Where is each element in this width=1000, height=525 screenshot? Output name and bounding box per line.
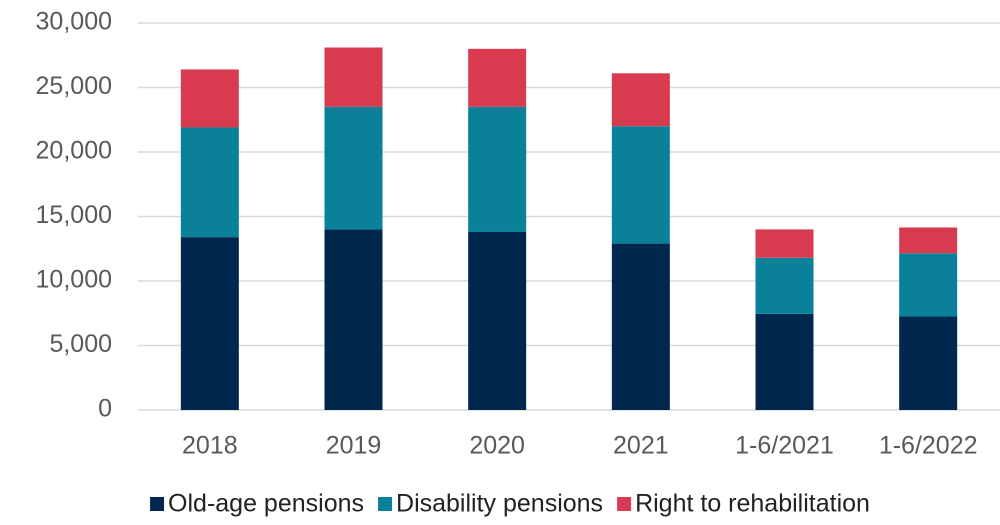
legend-label: Old-age pensions (168, 490, 364, 518)
x-tick-label: 2020 (469, 432, 525, 460)
bar-segment (611, 126, 670, 244)
bar-segment (755, 313, 814, 410)
x-tick-label: 2018 (182, 432, 238, 460)
x-tick-label: 1-6/2022 (879, 432, 978, 460)
legend-label: Right to rehabilitation (635, 490, 870, 518)
bar-segment (180, 69, 239, 128)
bar-segment (468, 48, 527, 107)
bar-segment (180, 237, 239, 410)
bar-segment (899, 316, 958, 410)
bar-segment (180, 127, 239, 238)
bar-segment (755, 257, 814, 314)
bar-segment (324, 47, 383, 107)
bar-segment (611, 73, 670, 127)
bar-segment (468, 106, 527, 232)
y-tick-label: 15,000 (36, 201, 112, 229)
y-tick-label: 25,000 (36, 72, 112, 100)
x-tick-label: 2021 (613, 432, 669, 460)
bar-segment (611, 243, 670, 410)
bar-segment (755, 229, 814, 258)
legend-marker (378, 497, 393, 511)
y-tick-label: 30,000 (36, 8, 112, 36)
bar-segment (324, 106, 383, 230)
bar-segment (899, 227, 958, 254)
y-tick-label: 10,000 (36, 266, 112, 294)
legend-marker (150, 497, 165, 511)
y-tick-label: 5,000 (49, 330, 112, 358)
x-tick-label: 2019 (326, 432, 382, 460)
x-tick-label: 1-6/2021 (735, 432, 834, 460)
legend-marker (617, 497, 632, 511)
y-tick-label: 20,000 (36, 137, 112, 165)
legend-label: Disability pensions (396, 490, 603, 518)
bar-segment (468, 231, 527, 410)
bar-segment (899, 253, 958, 317)
bar-segment (324, 229, 383, 410)
y-tick-label: 0 (98, 395, 112, 423)
